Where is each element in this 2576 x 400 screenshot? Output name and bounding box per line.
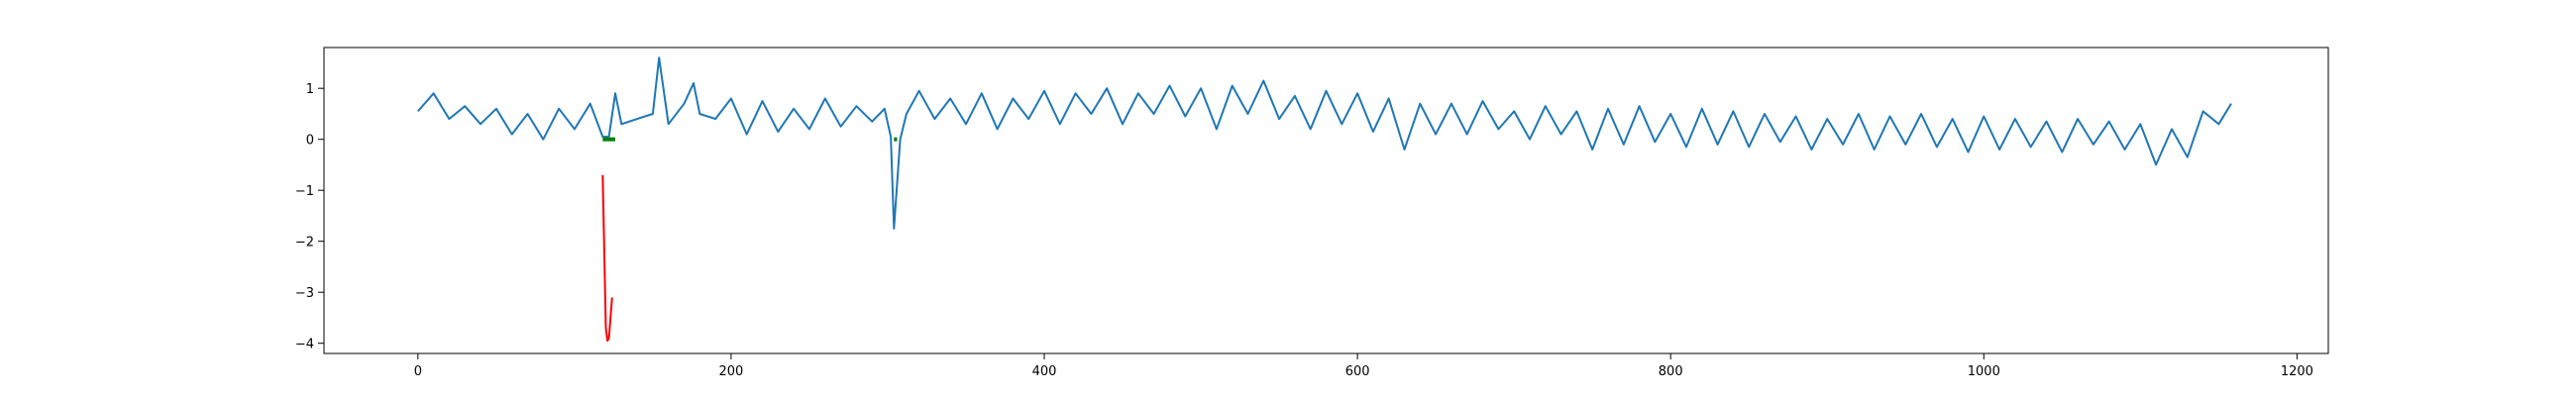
y-tick-label: −3 [295,286,314,301]
y-tick-label: −2 [295,236,314,250]
y-tick-label: 1 [306,82,314,97]
x-tick-label: 200 [719,364,744,379]
y-tick-label: −1 [295,184,314,199]
x-tick-label: 1200 [2281,364,2313,379]
series-line-0 [417,56,2232,230]
y-axis: 1 0 −1 −2 −3 −4 [295,82,324,352]
x-tick-label: 600 [1345,364,1370,379]
x-tick-label: 400 [1032,364,1057,379]
x-tick-label: 800 [1659,364,1683,379]
x-axis: 0 200 400 600 800 1000 1200 [414,353,2313,379]
y-tick-label: 0 [306,134,314,149]
x-tick-label: 1000 [1968,364,2000,379]
x-tick-label: 0 [414,364,422,379]
series-line-1 [601,174,613,343]
series-layer [417,56,2232,343]
plot-area-frame [323,47,2329,354]
y-tick-label: −4 [295,338,314,352]
